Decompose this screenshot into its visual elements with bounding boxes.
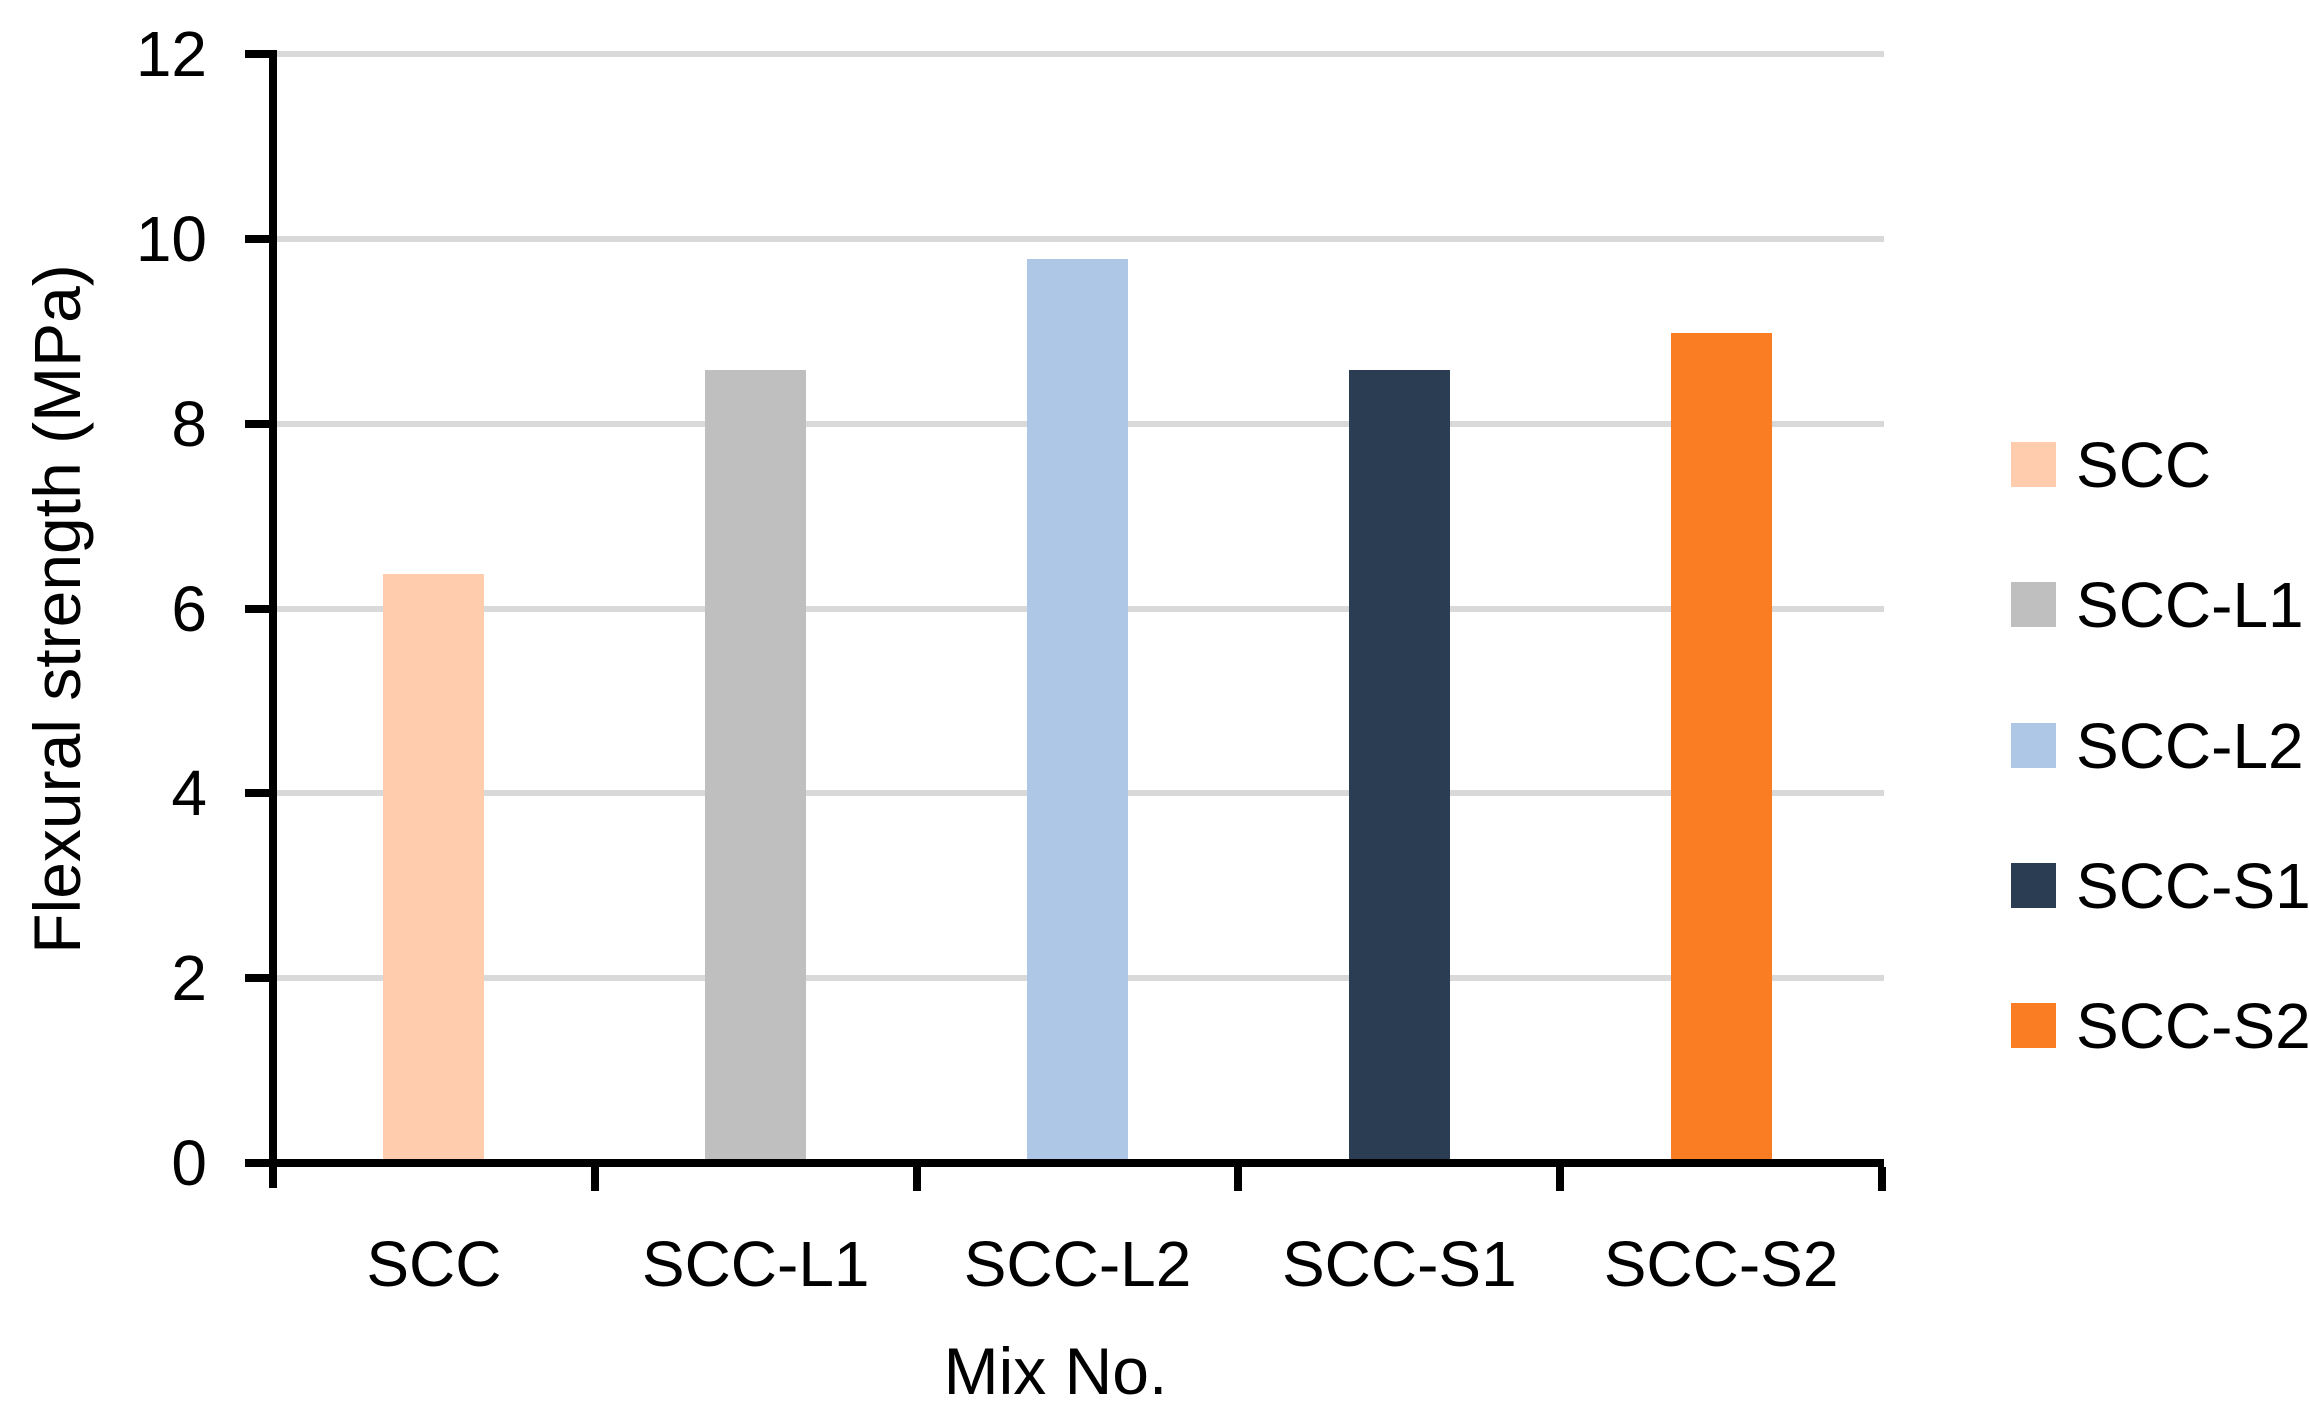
x-tick-label-scc-s2: SCC-S2 xyxy=(1603,1228,1839,1300)
legend-entry-scc-l1: SCC-L1 xyxy=(2011,573,2304,637)
y-axis-line xyxy=(269,50,277,1188)
y-tick-label: 2 xyxy=(171,942,207,1015)
y-tick-label: 6 xyxy=(171,572,207,645)
bar-scc xyxy=(383,573,485,1165)
legend-swatch-scc-l2 xyxy=(2011,722,2056,768)
y-tick-label: 10 xyxy=(135,203,207,275)
x-tick-mark xyxy=(1556,1167,1565,1191)
legend-swatch-scc-s1 xyxy=(2011,862,2056,908)
x-tick-label-scc-s1: SCC-S1 xyxy=(1281,1228,1517,1300)
y-tick-mark xyxy=(245,235,269,243)
legend-swatch-scc xyxy=(2011,442,2056,487)
legend-swatch-scc-s2 xyxy=(2011,1003,2056,1048)
y-tick-mark xyxy=(245,974,269,983)
bar-scc-l2 xyxy=(1027,259,1128,1165)
y-tick-mark xyxy=(245,789,269,798)
bar-scc-s1 xyxy=(1348,370,1450,1165)
legend-swatch-scc-l1 xyxy=(2011,582,2056,628)
y-tick-label: 0 xyxy=(171,1127,207,1199)
y-tick-label: 4 xyxy=(171,757,207,830)
legend-label-scc-l2: SCC-L2 xyxy=(2076,709,2304,782)
gridline xyxy=(273,236,1884,242)
legend-label-scc-l1: SCC-L1 xyxy=(2076,569,2304,642)
y-tick-mark xyxy=(245,1159,269,1167)
legend-entry-scc-s2: SCC-S2 xyxy=(2011,994,2309,1058)
y-tick-mark xyxy=(245,50,269,59)
legend-entry-scc-l2: SCC-L2 xyxy=(2011,714,2304,778)
bar-scc-s2 xyxy=(1670,333,1772,1165)
x-tick-label-scc-l2: SCC-L2 xyxy=(963,1228,1192,1300)
legend-label-scc: SCC xyxy=(2076,429,2212,501)
x-axis-line xyxy=(269,1159,1884,1167)
legend-label-scc-s1: SCC-S1 xyxy=(2076,849,2309,922)
legend-entry-scc: SCC xyxy=(2011,433,2301,497)
x-axis-title: Mix No. xyxy=(943,1334,1168,1408)
x-tick-mark xyxy=(590,1167,599,1191)
y-tick-label: 12 xyxy=(135,18,207,91)
legend-label-scc-s2: SCC-S2 xyxy=(2076,990,2309,1062)
y-tick-mark xyxy=(245,604,269,613)
x-tick-mark xyxy=(1878,1167,1886,1191)
gridline xyxy=(273,51,1884,58)
y-tick-label: 8 xyxy=(171,387,207,460)
x-tick-label-scc: SCC xyxy=(366,1228,502,1300)
y-tick-mark xyxy=(245,419,269,428)
legend-entry-scc-s1: SCC-S1 xyxy=(2011,854,2309,918)
x-tick-label-scc-l1: SCC-L1 xyxy=(641,1228,870,1300)
x-tick-mark xyxy=(1234,1167,1243,1191)
x-tick-mark xyxy=(912,1167,921,1191)
y-axis-title: Flexural strength (MPa) xyxy=(20,263,94,954)
bar-scc-l1 xyxy=(705,370,807,1165)
